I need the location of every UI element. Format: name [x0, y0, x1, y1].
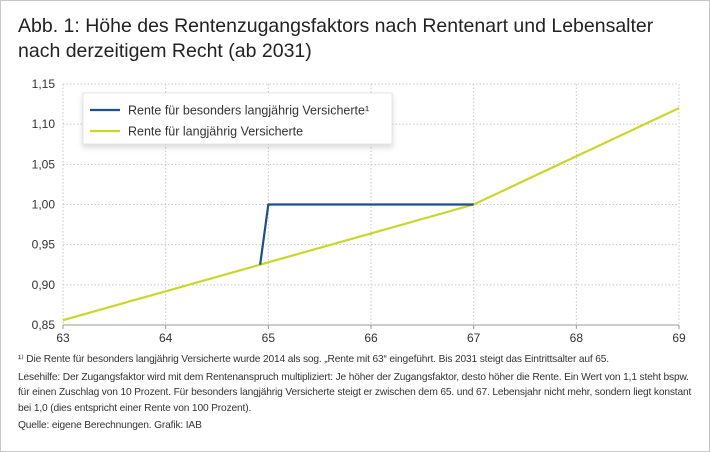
series-line-1	[62, 107, 680, 322]
x-tick-label: 69	[672, 331, 686, 345]
y-tick-label: 0,95	[32, 238, 56, 252]
chart-title: Abb. 1: Höhe des Rentenzugangsfaktors na…	[18, 15, 654, 62]
legend-label: Rente für langjährig Versicherte	[128, 125, 303, 139]
x-tick-label: 68	[570, 331, 584, 345]
y-tick-label: 0,90	[32, 278, 56, 292]
series-line-0	[259, 203, 474, 265]
legend-label: Rente für besonders langjährig Versicher…	[128, 104, 369, 118]
line-chart: 0,85 0,90 0,95 1,00 1,05 1,10 1,15 63 64 65 66 67 68…	[32, 77, 686, 345]
y-tick-label: 0,85	[32, 318, 56, 332]
y-tick-label: 1,05	[32, 157, 56, 171]
y-tick-label: 1,15	[32, 77, 56, 91]
series-lines	[62, 107, 680, 322]
x-tick-label: 63	[56, 331, 70, 345]
notes: ¹⁾ Die Rente für besonders langjährig Ve…	[18, 352, 698, 436]
x-tick-label: 64	[159, 331, 173, 345]
reading-aid: Lesehilfe: Der Zugangsfaktor wird mit de…	[18, 371, 692, 414]
y-tick-label: 1,00	[32, 198, 56, 212]
legend: Rente für besonders langjährig Versicher…	[82, 92, 393, 145]
x-tick-label: 66	[364, 331, 378, 345]
footnote: ¹⁾ Die Rente für besonders langjährig Ve…	[18, 354, 609, 365]
x-tick-label: 67	[467, 331, 481, 345]
source: Quelle: eigene Berechnungen. Grafik: IAB	[18, 420, 202, 431]
axes: 0,85 0,90 0,95 1,00 1,05 1,10 1,15 63 64 65 66 67 68…	[32, 77, 686, 345]
legend-box	[82, 92, 393, 145]
y-tick-label: 1,10	[32, 117, 56, 131]
x-tick-label: 65	[262, 331, 276, 345]
